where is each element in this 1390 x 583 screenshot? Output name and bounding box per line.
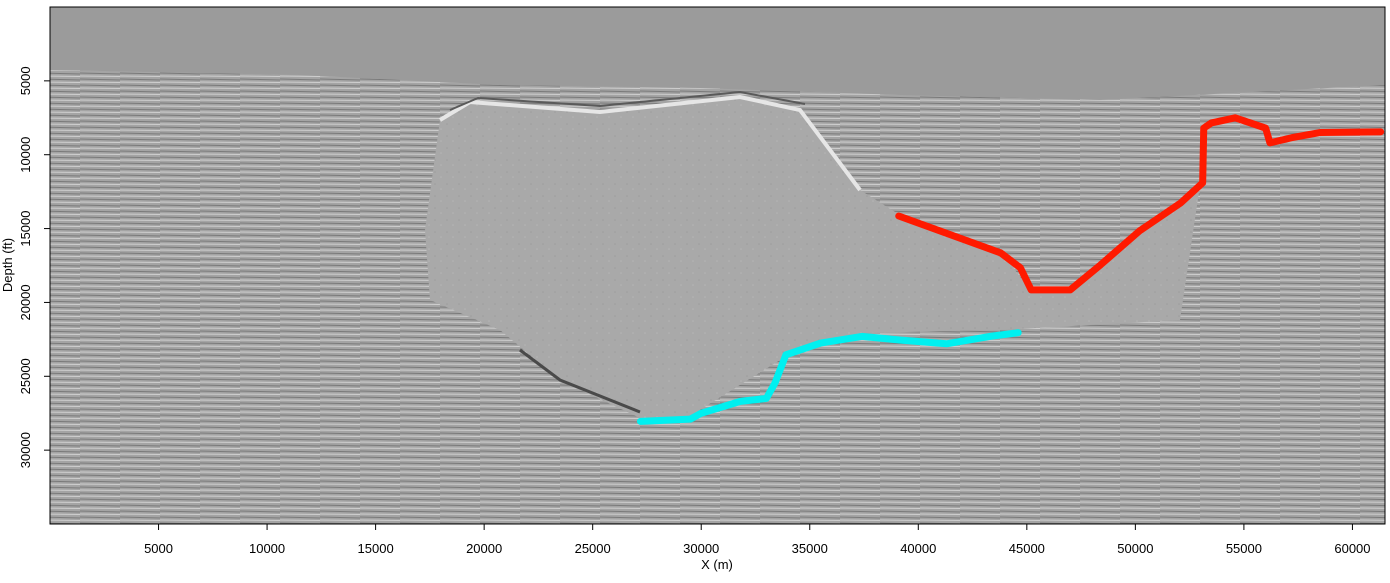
plot-frame <box>49 6 1386 525</box>
x-tick-label: 50000 <box>1117 541 1153 556</box>
y-axis-label: Depth (ft) <box>0 238 15 292</box>
x-tick-label: 10000 <box>249 541 285 556</box>
x-tick-label: 40000 <box>900 541 936 556</box>
y-tick-label: 15000 <box>18 210 33 246</box>
y-tick-label: 25000 <box>18 358 33 394</box>
seismic-image <box>50 7 1385 524</box>
y-tick-label: 10000 <box>18 137 33 173</box>
y-tick-label: 20000 <box>18 284 33 320</box>
x-tick-label: 25000 <box>575 541 611 556</box>
x-tick-label: 15000 <box>358 541 394 556</box>
x-tick-label: 60000 <box>1334 541 1370 556</box>
horizon-line <box>895 114 1385 294</box>
y-tick-label: 5000 <box>18 66 33 95</box>
horizon-line <box>636 329 1022 425</box>
x-tick-label: 55000 <box>1226 541 1262 556</box>
y-tick-label: 30000 <box>18 432 33 468</box>
x-tick-label: 45000 <box>1009 541 1045 556</box>
x-tick-label: 30000 <box>683 541 719 556</box>
x-tick-label: 5000 <box>144 541 173 556</box>
x-tick-label: 35000 <box>792 541 828 556</box>
x-tick-label: 20000 <box>466 541 502 556</box>
x-axis-label: X (m) <box>701 557 733 572</box>
